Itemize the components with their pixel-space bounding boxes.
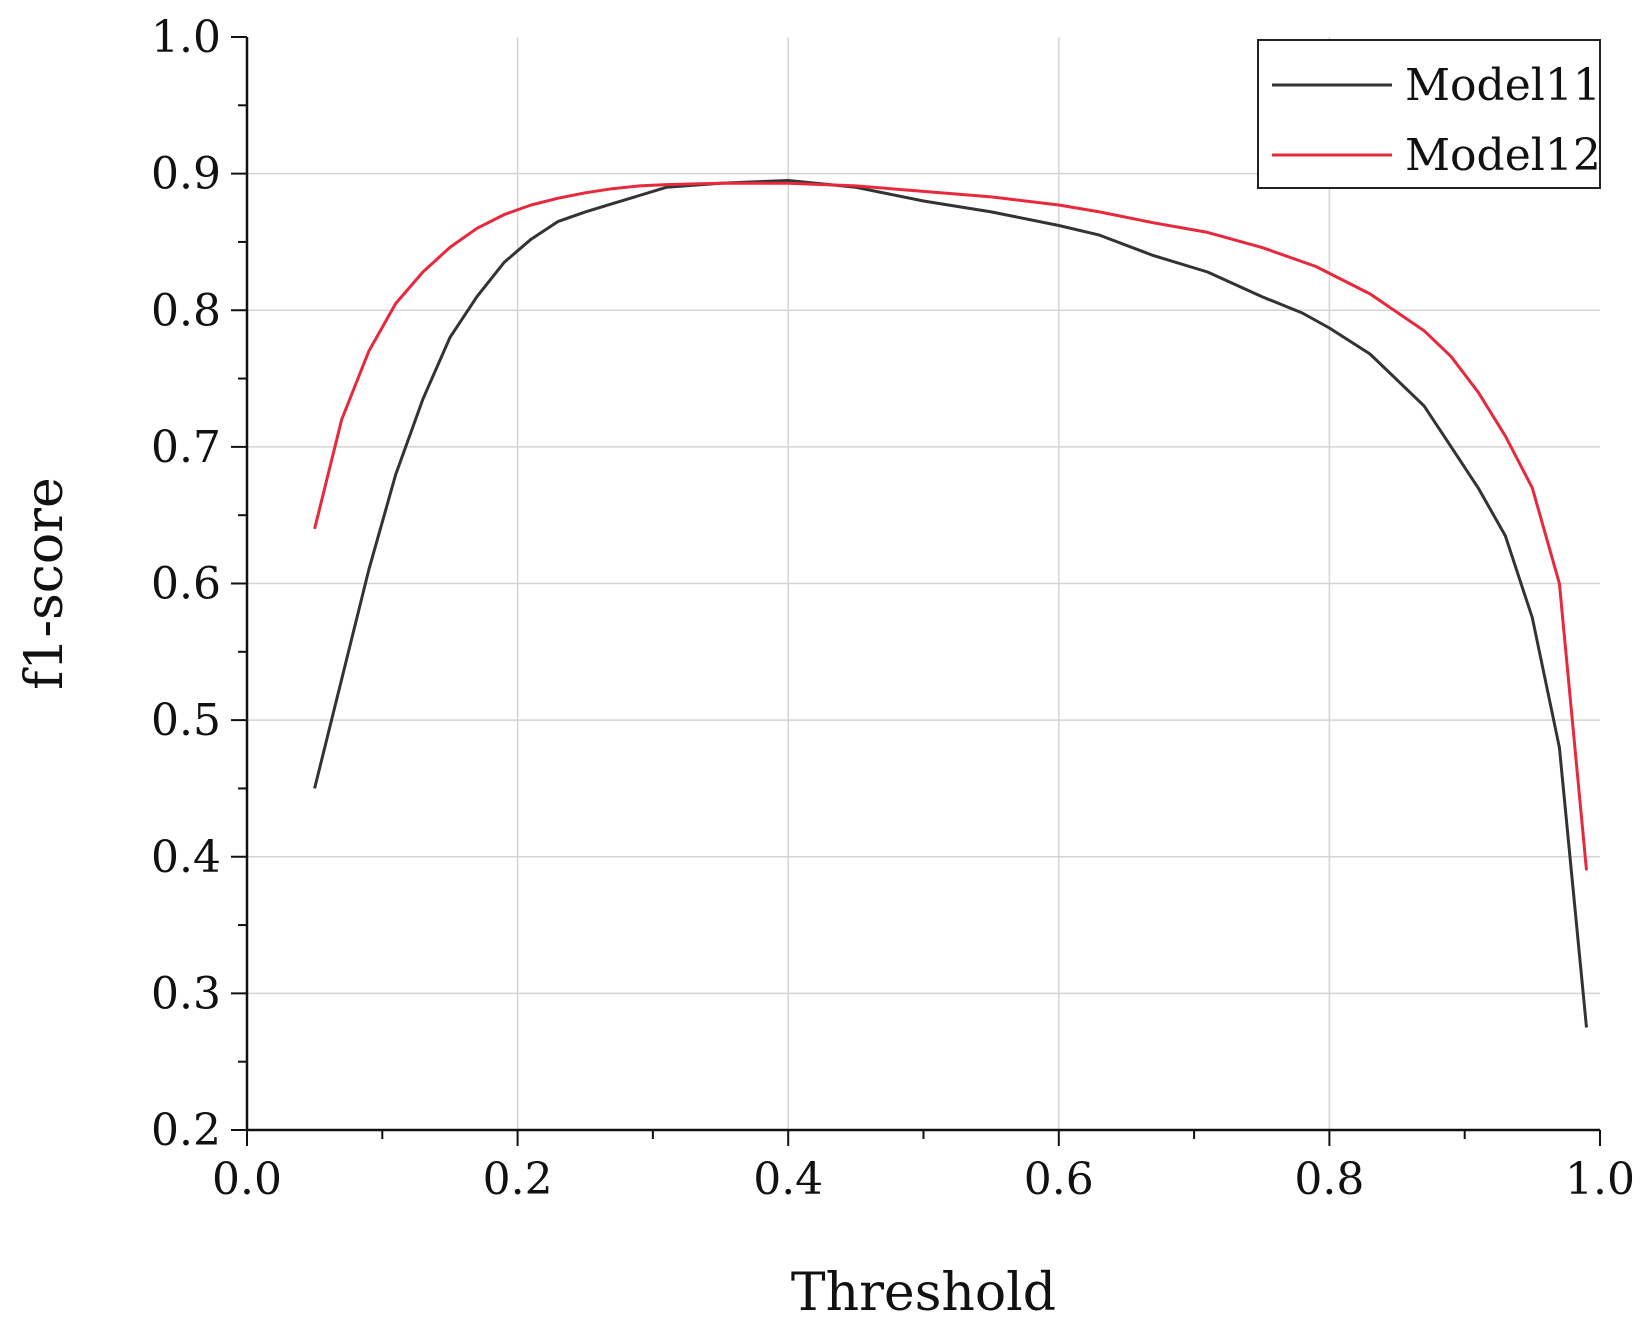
x-tick-label: 0.4 [753,1154,823,1205]
ticks: 0.0 0.2 0.4 0.6 0.8 1.00.20.30.40.50.60.70.80… [151,12,1635,1205]
y-axis-title: f1-score [15,477,75,690]
y-tick-label: 0.7 [151,422,221,473]
series-lines [313,179,1588,1028]
legend-label-model12: Model12 [1405,130,1601,181]
series-line-model12 [313,181,1588,871]
y-tick-label: 0.3 [151,968,221,1019]
x-tick-label: 0.0 [212,1154,282,1205]
series-line-model11 [313,179,1588,1028]
x-tick-label: 0.8 [1294,1154,1364,1205]
legend-box [1257,39,1601,189]
y-tick-label: 1.0 [151,12,221,63]
y-tick-label: 0.4 [151,832,221,883]
x-tick-label: 0.6 [1024,1154,1094,1205]
y-tick-label: 0.6 [151,559,221,610]
x-tick-label: 0.2 [483,1154,553,1205]
x-axis-title: Threshold [791,1263,1056,1323]
y-tick-label: 0.9 [151,149,221,200]
y-tick-label: 0.8 [151,285,221,336]
legend-label-model11: Model11 [1405,60,1601,111]
grid [247,37,1600,1130]
legend: Model11 Model12 [1257,39,1601,189]
y-tick-label: 0.2 [151,1105,221,1156]
x-tick-label: 1.0 [1565,1154,1635,1205]
y-tick-label: 0.5 [151,695,221,746]
